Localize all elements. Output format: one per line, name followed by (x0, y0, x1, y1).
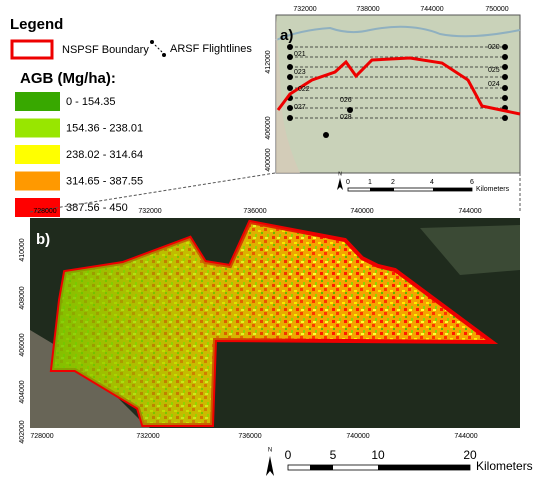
class-label: 238.02 - 314.64 (66, 149, 143, 161)
y-coord-label: 412000 (265, 50, 272, 73)
class-label: 314.65 - 387.55 (66, 175, 143, 187)
flightline-end (502, 74, 508, 80)
scale-bar (310, 465, 333, 470)
flightline-label: 027 (294, 104, 306, 111)
north-label: N (338, 171, 342, 177)
x-coord-label: 732000 (138, 208, 161, 215)
class-label: 387.56 - 450 (66, 202, 128, 214)
scale-bar (433, 188, 472, 191)
class-label: 0 - 154.35 (66, 96, 116, 108)
scale-label: 0 (346, 179, 350, 186)
x-coord-label: 740000 (350, 208, 373, 215)
y-coord-label: 410000 (19, 238, 26, 261)
flightline-swatch (150, 40, 166, 57)
y-coord-label: 404000 (19, 380, 26, 403)
class-swatch (15, 198, 60, 217)
x-coord-label: 744000 (420, 6, 443, 13)
boundary-a (276, 56, 521, 116)
x-coord-label: 736000 (243, 208, 266, 215)
scale-unit: Kilometers (476, 459, 533, 473)
scale-label: 2 (391, 179, 395, 186)
flightline-label: 028 (340, 114, 352, 121)
flightline-end (323, 132, 329, 138)
x-coord-label: 736000 (238, 433, 261, 440)
y-coord-label: 400000 (265, 148, 272, 171)
flightline-end (502, 95, 508, 101)
x-coord-label: 728000 (30, 433, 53, 440)
x-coord-label: 744000 (454, 433, 477, 440)
y-coord-label: 406000 (19, 333, 26, 356)
north-arrow (266, 456, 274, 476)
river (275, 25, 521, 41)
class-swatch (15, 145, 60, 164)
y-coord-label: 408000 (19, 286, 26, 309)
scale-bar (370, 188, 394, 191)
flightline-end (502, 115, 508, 121)
flightline-end (287, 115, 293, 121)
scale-label: 4 (430, 179, 434, 186)
flightline-label: 023 (294, 69, 306, 76)
land-patch (276, 15, 300, 173)
boundary-label: NSPSF Boundary (62, 44, 149, 56)
legend-title: Legend (10, 16, 63, 33)
scale-unit: Kilometers (476, 186, 510, 193)
x-coord-label: 740000 (346, 433, 369, 440)
flightline-label: 020 (488, 44, 500, 51)
class-label: 154.36 - 238.01 (66, 122, 143, 134)
agb-raster-low (52, 222, 492, 425)
x-coord-label: 750000 (485, 6, 508, 13)
y-coord-label: 406000 (265, 116, 272, 139)
y-coord-label: 402000 (19, 420, 26, 443)
flightline-label: 025 (488, 67, 500, 74)
map-b-label: b) (36, 231, 50, 248)
scale-label: 0 (285, 448, 292, 462)
x-coord-label: 728000 (33, 208, 56, 215)
flightline-end (287, 105, 293, 111)
flightline-label: 022 (298, 86, 310, 93)
north-label: N (268, 448, 272, 454)
flightline-end (347, 107, 353, 113)
flightline-end (287, 74, 293, 80)
flightline-end (287, 64, 293, 70)
leader-line (29, 172, 276, 213)
forest-patch (420, 225, 520, 275)
class-swatch (15, 171, 60, 191)
flightline-end (502, 64, 508, 70)
x-coord-label: 738000 (356, 6, 379, 13)
north-arrow (337, 178, 343, 190)
boundary-swatch (10, 39, 54, 60)
flightlines-label: ARSF Flightlines (170, 43, 252, 55)
flightline-label: 024 (488, 81, 500, 88)
flightline-end (287, 85, 293, 91)
scale-label: 20 (463, 448, 477, 462)
scale-bar (378, 465, 470, 470)
scale-label: 6 (470, 179, 474, 186)
map-a-frame (275, 14, 521, 174)
x-coord-label: 732000 (136, 433, 159, 440)
scale-label: 1 (368, 179, 372, 186)
scale-label: 5 (330, 448, 337, 462)
flightline-end (502, 54, 508, 60)
flightline-end (502, 44, 508, 50)
flightline-label: 026 (340, 97, 352, 104)
x-coord-label: 744000 (458, 208, 481, 215)
flightline-end (502, 85, 508, 91)
scale-label: 10 (371, 448, 385, 462)
flightline-label: 021 (294, 51, 306, 58)
agb-title: AGB (Mg/ha): (20, 70, 116, 87)
map-a-label: a) (280, 27, 293, 44)
class-swatch (15, 118, 60, 138)
flightline-end (287, 44, 293, 50)
class-swatch (15, 92, 60, 111)
x-coord-label: 732000 (293, 6, 316, 13)
flightline-end (287, 54, 293, 60)
